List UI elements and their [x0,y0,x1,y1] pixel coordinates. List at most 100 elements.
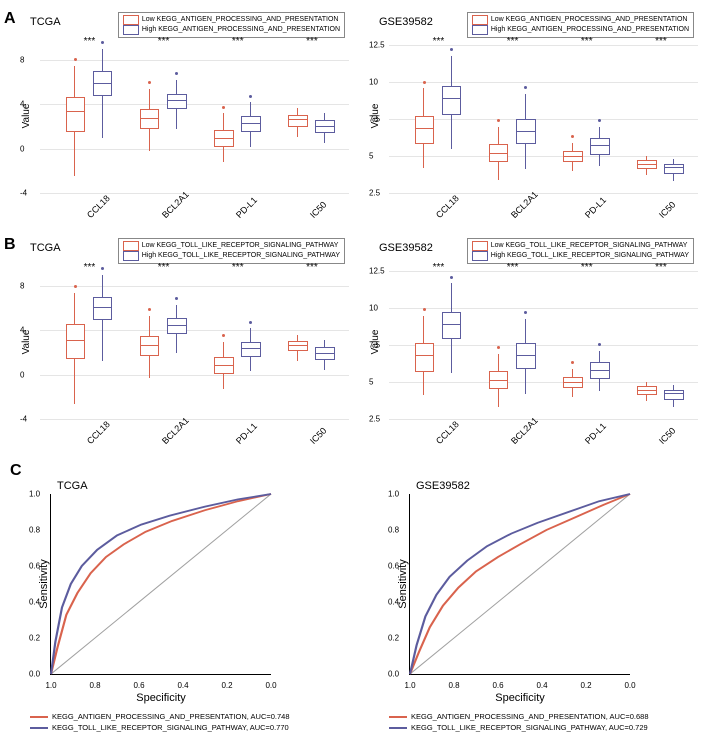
x-axis-label: Specificity [495,692,545,704]
outlier-point [571,361,574,364]
significance-mark: *** [158,262,170,273]
y-axis-label: Value [370,329,381,354]
significance-mark: *** [655,262,667,273]
legend-line-swatch [30,716,48,718]
roc-chart: GSE395821.00.80.60.40.20.00.00.20.40.60.… [409,494,630,675]
significance-mark: *** [84,36,96,47]
y-tick: 10 [369,78,378,87]
roc-legend: KEGG_ANTIGEN_PROCESSING_AND_PRESENTATION… [30,711,339,734]
x-axis-label: Specificity [136,692,186,704]
x-tick: 0.0 [624,681,635,690]
y-tick: -4 [20,415,27,424]
outlier-point [598,119,601,122]
outlier-point [497,119,500,122]
box [664,390,684,399]
legend-text: Low KEGG_ANTIGEN_PROCESSING_AND_PRESENTA… [491,15,688,24]
outlier-point [497,346,500,349]
box [415,116,435,145]
x-tick: 0.8 [89,681,100,690]
box [241,116,261,132]
roc-legend: KEGG_ANTIGEN_PROCESSING_AND_PRESENTATION… [389,711,698,734]
box [637,386,657,395]
panel-label: A [4,10,16,28]
legend-text: High KEGG_ANTIGEN_PROCESSING_AND_PRESENT… [142,25,340,34]
outlier-point [423,81,426,84]
box [489,144,509,162]
outlier-point [101,267,104,270]
legend: Low KEGG_ANTIGEN_PROCESSING_AND_PRESENTA… [467,12,694,38]
legend-text: Low KEGG_ANTIGEN_PROCESSING_AND_PRESENTA… [142,15,339,24]
box [442,86,462,115]
legend-text: High KEGG_TOLL_LIKE_RECEPTOR_SIGNALING_P… [142,251,340,260]
box [590,362,610,379]
legend-swatch [472,25,488,35]
outlier-point [249,95,252,98]
legend: Low KEGG_ANTIGEN_PROCESSING_AND_PRESENTA… [118,12,345,38]
chart-area: -4048Value***CCL18***BCL2A1***PD-L1***IC… [40,38,349,194]
x-tick: 0.6 [133,681,144,690]
panel-label: C [10,462,698,480]
dataset-label: TCGA [57,480,88,492]
legend: Low KEGG_TOLL_LIKE_RECEPTOR_SIGNALING_PA… [467,238,694,264]
legend-line-swatch [30,727,48,729]
legend-line-swatch [389,727,407,729]
boxplot-panel: GSE39582Low KEGG_ANTIGEN_PROCESSING_AND_… [359,10,698,228]
outlier-point [175,72,178,75]
x-tick: 1.0 [404,681,415,690]
y-tick: 10 [369,304,378,313]
outlier-point [74,58,77,61]
boxplot-panel: ATCGALow KEGG_ANTIGEN_PROCESSING_AND_PRE… [10,10,349,228]
outlier-point [571,135,574,138]
outlier-point [524,86,527,89]
roc-panel: TCGA1.00.80.60.40.20.00.00.20.40.60.81.0… [10,490,339,734]
legend-text: KEGG_ANTIGEN_PROCESSING_AND_PRESENTATION… [411,711,649,722]
box [637,160,657,169]
box [241,342,261,357]
significance-mark: *** [655,36,667,47]
legend-swatch [472,251,488,261]
box [66,324,86,359]
outlier-point [222,106,225,109]
significance-mark: *** [232,262,244,273]
significance-mark: *** [433,36,445,47]
box [442,312,462,339]
legend-swatch [472,241,488,251]
legend-text: KEGG_TOLL_LIKE_RECEPTOR_SIGNALING_PATHWA… [52,722,289,733]
x-tick: 0.8 [448,681,459,690]
x-tick: 0.4 [536,681,547,690]
box [563,151,583,162]
legend-swatch [123,251,139,261]
significance-mark: *** [581,262,593,273]
box [140,336,160,356]
significance-mark: *** [433,262,445,273]
x-tick: 0.6 [492,681,503,690]
significance-mark: *** [158,36,170,47]
y-tick: 12.5 [369,267,385,276]
dataset-label: GSE39582 [379,242,433,254]
legend-line-swatch [389,716,407,718]
outlier-point [423,308,426,311]
y-tick: -4 [20,189,27,198]
outlier-point [175,297,178,300]
y-tick: 1.0 [29,490,40,499]
y-tick: 0.0 [388,670,399,679]
roc-panel: GSE395821.00.80.60.40.20.00.00.20.40.60.… [369,490,698,734]
box [664,164,684,173]
legend-swatch [123,241,139,251]
y-axis-label: Value [370,103,381,128]
outlier-point [148,308,151,311]
significance-mark: *** [507,262,519,273]
legend-text: High KEGG_ANTIGEN_PROCESSING_AND_PRESENT… [491,25,689,34]
y-tick: 5 [369,378,373,387]
dataset-label: TCGA [30,16,61,28]
y-tick: 0.2 [29,634,40,643]
x-tick: 0.0 [265,681,276,690]
outlier-point [222,334,225,337]
y-axis-label: Sensitivity [38,559,50,609]
legend-text: Low KEGG_TOLL_LIKE_RECEPTOR_SIGNALING_PA… [491,241,688,250]
x-tick: 0.2 [221,681,232,690]
box [516,119,536,145]
box [563,377,583,388]
y-tick: 0 [20,370,24,379]
y-tick: 12.5 [369,41,385,50]
